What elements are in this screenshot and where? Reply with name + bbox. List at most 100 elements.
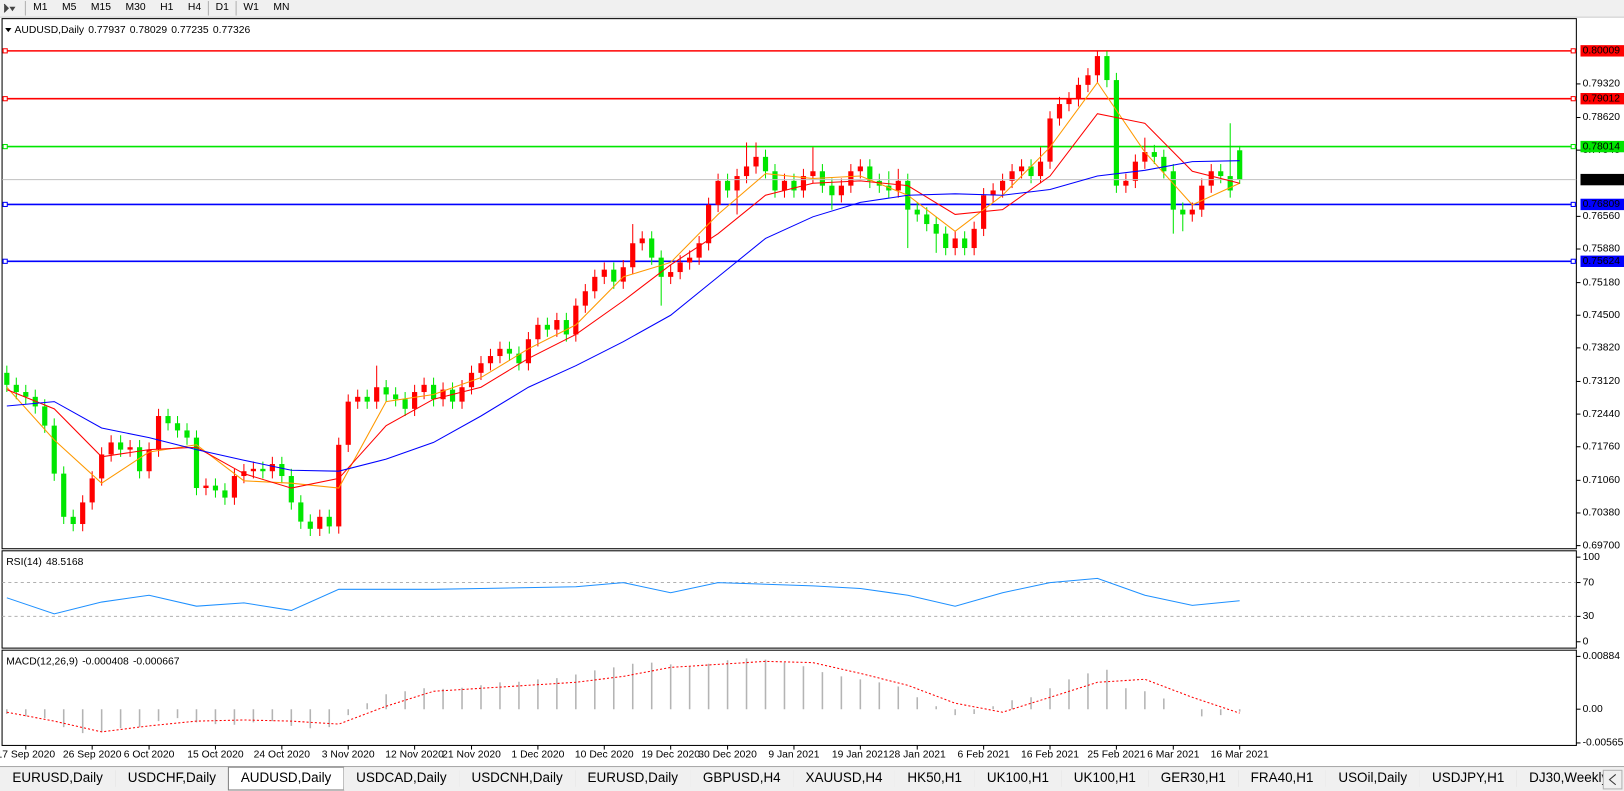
candle-body [269, 464, 275, 472]
toolbar-icon[interactable] [3, 3, 16, 13]
candle-body [1123, 180, 1129, 186]
candle-body [1075, 84, 1082, 100]
x-tick-label: 28 Jan 2021 [889, 749, 946, 760]
tab-label[interactable]: GER30,H1 [1161, 770, 1226, 785]
y-tick-label: 0.70380 [1583, 508, 1621, 519]
tab[interactable] [1238, 767, 1326, 790]
tab[interactable] [1148, 767, 1239, 790]
timeframe-button[interactable]: MN [273, 2, 289, 13]
y-tick-label: 0.00 [1583, 704, 1603, 715]
tab[interactable] [343, 767, 460, 790]
timeframe-button[interactable]: H4 [188, 2, 201, 13]
tab[interactable] [459, 767, 576, 790]
timeframe-button[interactable]: M1 [33, 2, 48, 13]
tab-label[interactable]: DJ30,Weekly [1529, 770, 1608, 785]
tab[interactable] [575, 767, 691, 790]
tab-label[interactable]: XAUUSD,H4 [806, 770, 884, 785]
candle-body [649, 238, 655, 258]
tab-scroll[interactable] [1602, 769, 1623, 790]
candle-body [374, 387, 380, 402]
candle-body [1094, 56, 1101, 76]
tab-label[interactable]: USDCNH,Daily [471, 770, 562, 785]
tab[interactable] [793, 767, 895, 790]
tab-label[interactable]: HK50,H1 [907, 770, 962, 785]
tab-label[interactable]: EURUSD,Daily [12, 770, 103, 785]
level-anchor [1570, 96, 1576, 102]
level-anchor [2, 143, 8, 150]
tab[interactable] [1516, 767, 1621, 790]
level-anchor [2, 96, 8, 102]
candle-body [1056, 104, 1063, 119]
tab-label[interactable]: UK100,H1 [1074, 770, 1136, 785]
tab-label[interactable]: GBPUSD,H4 [703, 770, 781, 785]
tab-label[interactable]: USDCAD,Daily [356, 770, 447, 785]
y-tick-label: 0.78620 [1583, 112, 1621, 123]
candle-body [943, 233, 949, 249]
tab[interactable] [690, 767, 794, 790]
candle-body [573, 305, 579, 335]
candle-body [658, 257, 664, 277]
timeframe-button[interactable]: M5 [62, 2, 77, 13]
level-label: 0.78014 [1583, 141, 1621, 152]
candle-body [1085, 75, 1091, 85]
candle-body [924, 214, 930, 225]
tab[interactable] [894, 767, 975, 790]
tab[interactable] [1325, 767, 1420, 790]
tab-label[interactable]: EURUSD,Daily [588, 770, 679, 785]
tab[interactable] [1061, 767, 1149, 790]
candle-body [848, 171, 854, 186]
tab[interactable] [115, 767, 229, 790]
timeframe-button[interactable]: M30 [126, 2, 146, 13]
candle-body [800, 176, 807, 191]
candle-body [810, 171, 816, 177]
candle-body [231, 476, 238, 498]
indicator-line [6, 113, 1240, 489]
level-anchor [1570, 48, 1576, 54]
tab-label[interactable]: AUDUSD,Daily [241, 770, 332, 785]
indicator-name: MACD(12,26,9) [6, 656, 78, 667]
candle-body [136, 447, 143, 472]
candle-body [364, 396, 370, 402]
tab-label[interactable]: USDCHF,Daily [128, 770, 216, 785]
tab-label[interactable]: FRA40,H1 [1251, 770, 1314, 785]
candle-body [89, 478, 95, 503]
candle-body [724, 180, 731, 191]
y-tick-label: 0.00884 [1583, 651, 1621, 662]
y-tick-label: 0.71760 [1583, 441, 1621, 452]
indicator-line [6, 577, 1240, 615]
candle-body [791, 180, 797, 191]
candle-body [677, 262, 683, 273]
tab-label[interactable]: USDJPY,H1 [1432, 770, 1504, 785]
level-anchor [1570, 143, 1576, 150]
tab[interactable] [0, 767, 116, 790]
candle-body [1009, 171, 1015, 181]
candle-body [412, 392, 418, 409]
candle-body [4, 372, 10, 385]
candle-body [990, 190, 996, 196]
panel [1, 649, 1577, 746]
tab[interactable] [974, 767, 1062, 790]
tab[interactable] [1419, 767, 1517, 790]
x-tick-label: 6 Oct 2020 [124, 749, 175, 760]
candle-body [279, 464, 285, 477]
x-tick-label: 6 Feb 2021 [957, 749, 1010, 760]
candle-body [478, 363, 484, 373]
timeframe-button[interactable]: D1 [216, 2, 229, 13]
panel-title: RSI(14) 48.5168 [6, 557, 83, 568]
candle-body [307, 521, 313, 529]
candle-body [51, 425, 57, 474]
tab-label[interactable]: USOil,Daily [1338, 770, 1407, 785]
timeframe-button[interactable]: W1 [243, 2, 259, 13]
x-tick-label: 16 Feb 2021 [1021, 749, 1079, 760]
timeframe-button[interactable]: H1 [160, 2, 173, 13]
timeframe-button[interactable]: M15 [91, 2, 111, 13]
candle-body [895, 180, 901, 191]
y-tick-label: 0.79320 [1583, 79, 1621, 90]
y-tick-label: -0.005651 [1583, 738, 1624, 749]
tab-label[interactable]: UK100,H1 [987, 770, 1049, 785]
candle-body [459, 387, 465, 402]
candle-body [1170, 171, 1176, 210]
candle-body [1151, 152, 1157, 157]
candle-body [393, 394, 399, 400]
tab-scroll-arrow [1608, 774, 1617, 786]
